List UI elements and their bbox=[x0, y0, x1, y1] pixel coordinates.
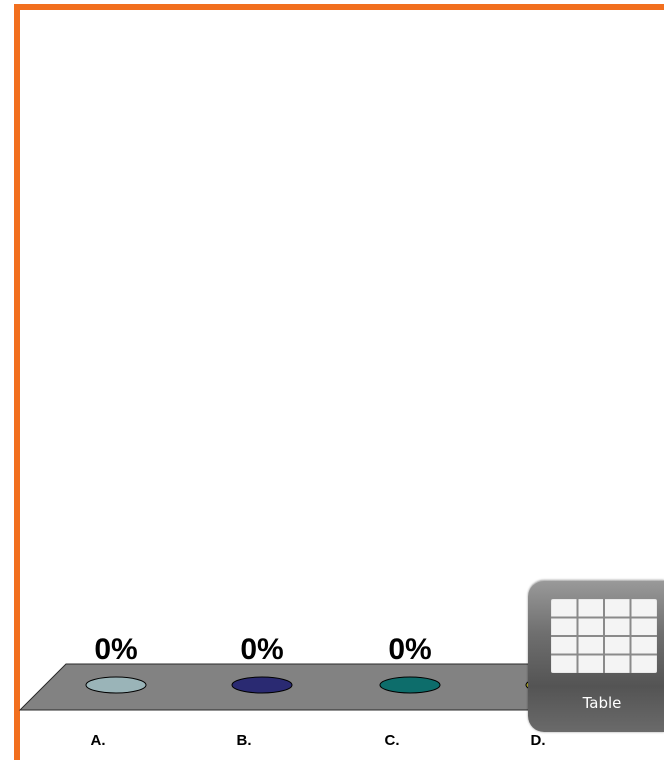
slide-frame-left bbox=[14, 4, 20, 760]
slide-frame-top bbox=[14, 4, 664, 10]
category-label-4: D. bbox=[531, 732, 546, 749]
bar-base-3 bbox=[379, 676, 441, 694]
bar-base-1 bbox=[85, 676, 147, 694]
data-label-3: 0% bbox=[388, 633, 431, 666]
data-label-1: 0% bbox=[94, 633, 137, 666]
chart-floor bbox=[18, 663, 664, 711]
table-button[interactable]: Table bbox=[528, 580, 664, 732]
data-label-2: 0% bbox=[240, 633, 283, 666]
category-label-2: B. bbox=[237, 732, 252, 749]
category-label-3: C. bbox=[385, 732, 400, 749]
bar-base-2 bbox=[231, 676, 293, 694]
category-label-1: A. bbox=[91, 732, 106, 749]
table-grid-icon bbox=[551, 599, 657, 673]
table-button-label: Table bbox=[582, 694, 622, 712]
